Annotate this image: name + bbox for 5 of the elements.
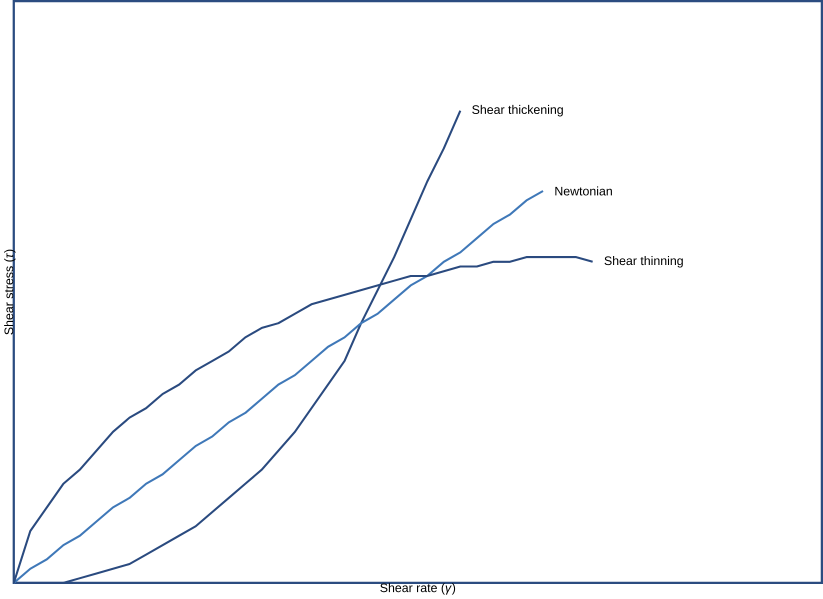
y-axis-title: Shear stress (τ)	[4, 250, 16, 335]
series-label: Shear thinning	[604, 256, 683, 268]
series-label: Newtonian	[555, 186, 612, 196]
series-label: Shear thickening	[472, 105, 563, 117]
x-axis-title: Shear rate (γ)	[380, 583, 456, 595]
